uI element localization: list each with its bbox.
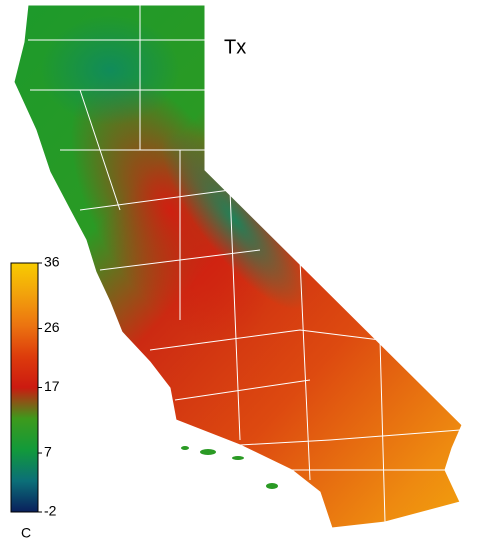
- state-outline: [13, 4, 463, 529]
- colorbar-unit: C: [21, 525, 31, 541]
- colorbar-tick-label: 17: [44, 378, 60, 394]
- central-valley: [70, 74, 270, 346]
- colorbar-tick-label: -2: [44, 503, 57, 519]
- county-lines: [28, 5, 461, 523]
- colorbar-ramp: [10, 262, 39, 513]
- islands: [181, 446, 278, 489]
- colorbar-tick-label: 7: [44, 444, 52, 460]
- sierra-nevada: [161, 130, 309, 310]
- north-mountains: [40, 15, 180, 125]
- colorbar-tick-label: 36: [44, 254, 60, 270]
- map-title: Tx: [224, 36, 246, 58]
- colorbar: -2 7 17 26 36: [10, 254, 60, 519]
- colorbar-tick-label: 26: [44, 319, 60, 335]
